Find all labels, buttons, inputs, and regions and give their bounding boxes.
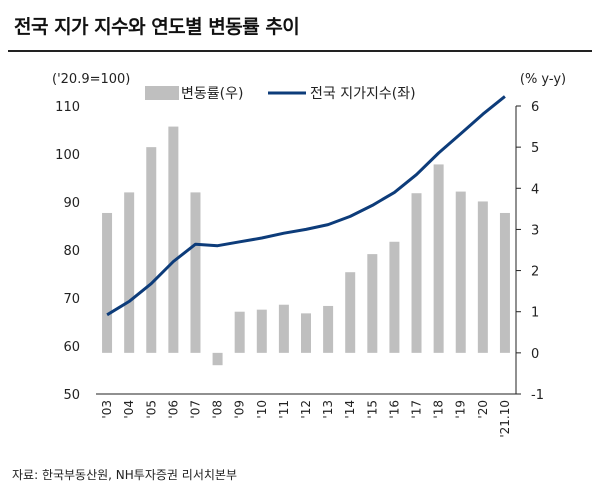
left-tick-label: 90 bbox=[63, 196, 80, 211]
x-tick-label: '08 bbox=[211, 400, 225, 419]
x-tick-label: '06 bbox=[166, 400, 180, 419]
right-tick-label: 6 bbox=[531, 100, 539, 115]
bar bbox=[256, 309, 267, 353]
left-tick-label: 70 bbox=[63, 292, 80, 307]
bar bbox=[124, 192, 135, 353]
left-axis-label: ('20.9=100) bbox=[52, 72, 130, 87]
right-axis-label: (% y-y) bbox=[520, 72, 566, 87]
x-tick-label: '16 bbox=[387, 400, 401, 419]
x-tick-label: '18 bbox=[432, 400, 446, 419]
bar bbox=[389, 241, 400, 353]
x-tick-label: '04 bbox=[122, 400, 136, 419]
right-tick-label: 5 bbox=[531, 141, 539, 156]
bar-series bbox=[102, 126, 510, 366]
right-tick-label: 1 bbox=[531, 306, 539, 321]
right-tick-label: 0 bbox=[531, 347, 539, 362]
bar bbox=[102, 212, 113, 353]
index-line bbox=[106, 95, 506, 317]
bar bbox=[345, 272, 356, 353]
bar bbox=[433, 164, 444, 353]
right-tick-label: 2 bbox=[531, 265, 539, 280]
x-tick-label: '19 bbox=[454, 400, 468, 419]
bar bbox=[411, 193, 422, 353]
x-tick-label: '07 bbox=[188, 400, 202, 419]
left-tick-label: 50 bbox=[63, 388, 80, 403]
bar bbox=[499, 212, 510, 353]
bar bbox=[367, 254, 378, 353]
legend: 변동률(우) 전국 지가지수(좌) bbox=[145, 86, 416, 102]
left-tick-label: 100 bbox=[55, 148, 80, 163]
bar bbox=[301, 313, 311, 353]
bar bbox=[234, 311, 245, 353]
right-tick-label: -1 bbox=[531, 388, 544, 403]
x-tick-label: '13 bbox=[321, 400, 335, 419]
line-series bbox=[106, 95, 506, 317]
x-tick-label: '05 bbox=[144, 400, 158, 419]
title-divider bbox=[8, 50, 592, 52]
x-tick-label: '11 bbox=[277, 400, 291, 419]
x-tick-label: '21.10 bbox=[498, 400, 512, 438]
right-tick-label: 3 bbox=[531, 223, 539, 238]
bar bbox=[278, 304, 289, 353]
chart-title: 전국 지가 지수와 연도별 변동률 추이 bbox=[14, 16, 300, 38]
left-tick-label: 110 bbox=[55, 100, 80, 115]
x-axis: '03 '04 '05 '06 '07 '08 '09 '10 '11 '12 '13 '14 '15 '… bbox=[100, 400, 512, 438]
bar bbox=[190, 192, 201, 353]
bar bbox=[455, 191, 466, 353]
x-tick-label: '10 bbox=[255, 400, 269, 419]
right-axis: 6 5 4 3 2 1 0 -1 bbox=[516, 100, 544, 403]
left-axis: 110 100 90 80 70 60 50 bbox=[55, 100, 80, 403]
bar bbox=[323, 305, 334, 353]
bar bbox=[146, 147, 157, 353]
bar bbox=[212, 352, 223, 366]
x-tick-label: '12 bbox=[299, 400, 313, 419]
bar bbox=[477, 201, 488, 353]
source-note: 자료: 한국부동산원, NH투자증권 리서치본부 bbox=[12, 468, 237, 482]
x-tick-label: '17 bbox=[410, 400, 424, 419]
x-tick-label: '09 bbox=[233, 400, 247, 419]
bar bbox=[168, 126, 179, 353]
legend-bar-swatch bbox=[145, 86, 179, 100]
x-tick-label: '20 bbox=[476, 400, 490, 419]
x-tick-label: '14 bbox=[343, 400, 357, 419]
left-tick-label: 60 bbox=[63, 340, 80, 355]
legend-bar-label: 변동률(우) bbox=[181, 86, 243, 102]
x-tick-label: '03 bbox=[100, 400, 114, 419]
right-tick-label: 4 bbox=[531, 182, 539, 197]
x-tick-label: '15 bbox=[365, 400, 379, 419]
left-tick-label: 80 bbox=[63, 244, 80, 259]
legend-line-label: 전국 지가지수(좌) bbox=[310, 86, 416, 102]
